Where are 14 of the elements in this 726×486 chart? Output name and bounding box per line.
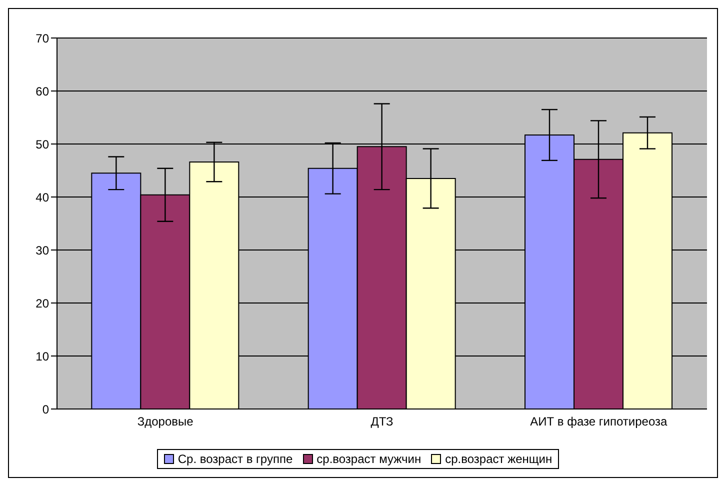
legend-label: ср.возраст женщин <box>444 452 552 466</box>
y-tick-label: 10 <box>36 349 50 364</box>
y-tick-label: 0 <box>42 402 50 416</box>
y-tick-label: 60 <box>36 84 50 98</box>
legend-label: Ср. возраст в группе <box>176 452 293 466</box>
y-tick-label: 50 <box>36 137 50 152</box>
x-tick-label: АИТ в фазе гипотиреоза <box>530 414 668 429</box>
y-tick-label: 30 <box>36 243 50 258</box>
y-tick-label: 40 <box>36 190 50 204</box>
y-tick-label: 70 <box>36 31 50 46</box>
x-tick-label: ДТЗ <box>370 414 394 429</box>
legend-label: ср.возраст мужчин <box>316 452 422 466</box>
y-tick-label: 20 <box>36 296 50 310</box>
x-tick-label: Здоровые <box>137 414 194 429</box>
